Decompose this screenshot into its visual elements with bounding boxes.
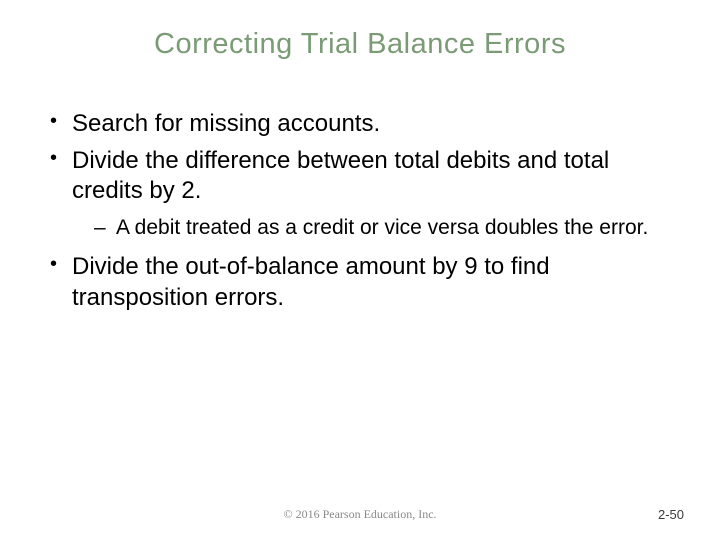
bullet-text: Divide the out-of-balance amount by 9 to…	[72, 253, 550, 311]
slide-container: Correcting Trial Balance Errors Search f…	[0, 0, 720, 540]
bullet-list-level1: Search for missing accounts. Divide the …	[40, 109, 680, 313]
bullet-text: Divide the difference between total debi…	[72, 147, 609, 205]
slide-number: 2-50	[658, 507, 684, 522]
copyright-footer: © 2016 Pearson Education, Inc.	[0, 507, 720, 522]
slide-title: Correcting Trial Balance Errors	[40, 28, 680, 61]
bullet-list-level2: A debit treated as a credit or vice vers…	[72, 215, 680, 242]
bullet-item: Divide the difference between total debi…	[48, 146, 680, 242]
sub-bullet-item: A debit treated as a credit or vice vers…	[94, 215, 680, 242]
bullet-text: Search for missing accounts.	[72, 110, 380, 137]
bullet-item: Search for missing accounts.	[48, 109, 680, 140]
bullet-item: Divide the out-of-balance amount by 9 to…	[48, 252, 680, 313]
sub-bullet-text: A debit treated as a credit or vice vers…	[116, 216, 648, 239]
